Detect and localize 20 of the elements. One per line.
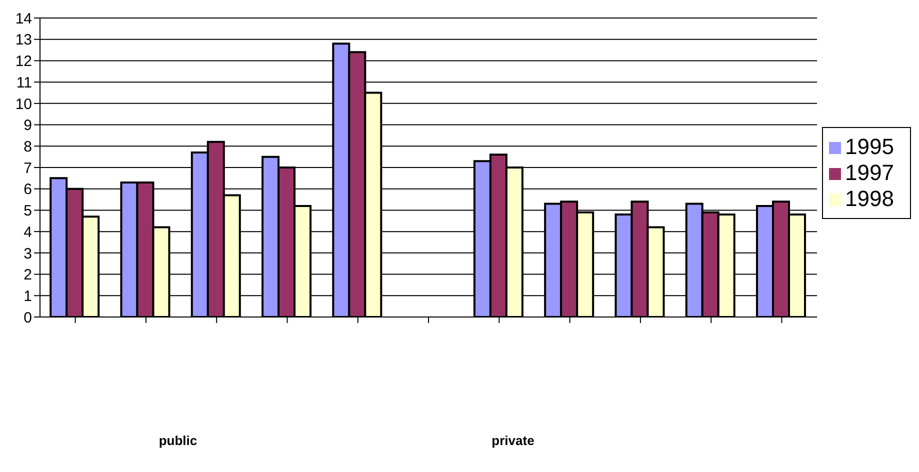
y-tick-label: 3	[24, 245, 32, 262]
y-tick-label: 10	[15, 96, 32, 113]
y-tick-label: 12	[15, 53, 32, 70]
y-tick-label: 1	[24, 288, 32, 305]
y-tick-label: 2	[24, 266, 32, 284]
y-tick-label: 7	[24, 160, 32, 177]
y-tick-label: 5	[24, 202, 32, 220]
legend-label: 1998	[845, 186, 894, 211]
legend-label: 1997	[845, 160, 894, 185]
text: public	[158, 433, 198, 448]
y-tick-label: 14	[15, 10, 32, 28]
text: private	[492, 433, 534, 448]
y-tick-label: 13	[15, 32, 32, 49]
legend-label: 1995	[845, 134, 894, 159]
y-tick-label: 11	[16, 74, 32, 92]
y-tick-label: 9	[24, 117, 32, 134]
y-tick-label: 4	[24, 224, 32, 241]
y-tick-label: 8	[24, 138, 32, 156]
y-tick-label: 6	[24, 181, 32, 198]
y-tick-label: 0	[24, 309, 32, 326]
